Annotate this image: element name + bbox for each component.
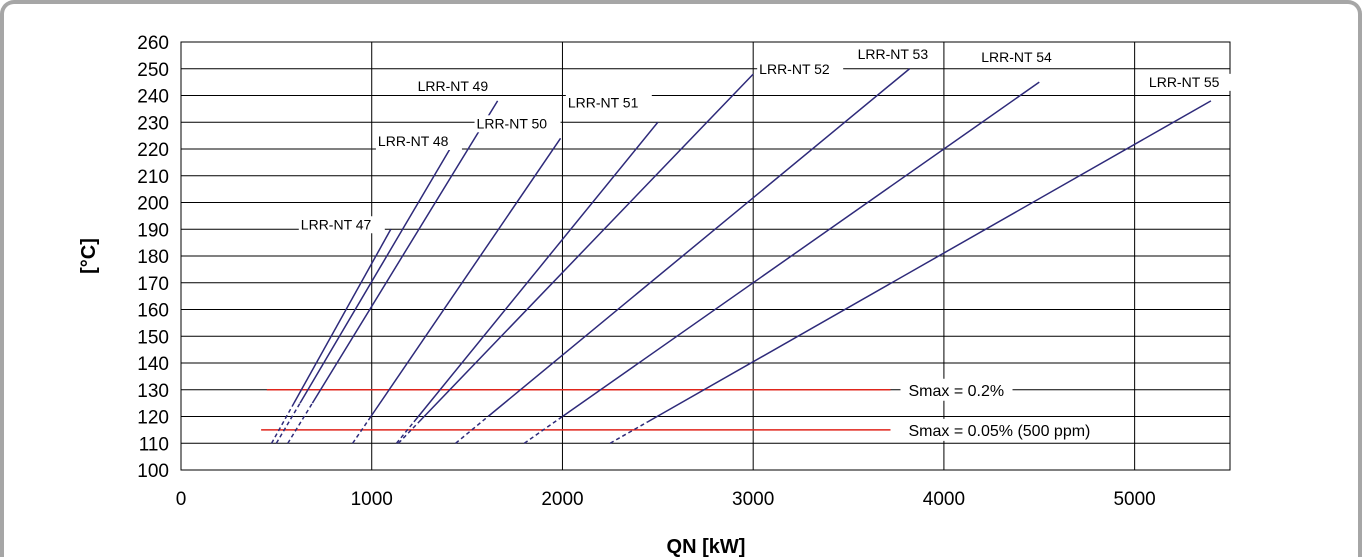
series-lines <box>270 68 1212 444</box>
y-tick-260: 260 <box>137 33 169 54</box>
series-label-1: LRR-NT 48 <box>378 133 449 149</box>
series-line-3 <box>370 137 562 417</box>
y-tick-110: 110 <box>139 434 169 455</box>
y-tick-labels: 100 110 120 130 140 150 160 170 180 190 200 210 220 2… <box>137 33 169 482</box>
series-label-8: LRR-NT 55 <box>1149 74 1220 90</box>
series-label-bg-3 <box>474 115 561 133</box>
series-label-4: LRR-NT 51 <box>568 94 639 110</box>
series-dashed-3 <box>352 416 372 444</box>
limit-label-0: Smax = 0.2% <box>909 383 1005 400</box>
x-tick-0: 0 <box>176 489 187 510</box>
series-dashed-5 <box>397 421 420 444</box>
series-label-6: LRR-NT 53 <box>858 46 929 62</box>
series-dashed-0 <box>270 402 295 444</box>
series-label-3: LRR-NT 50 <box>477 115 548 131</box>
series-label-2: LRR-NT 49 <box>418 78 489 94</box>
y-tick-160: 160 <box>137 301 169 322</box>
series-label-7: LRR-NT 54 <box>981 49 1052 65</box>
y-tick-130: 130 <box>137 381 169 402</box>
series-label-bg-1 <box>375 133 462 150</box>
y-tick-190: 190 <box>137 220 169 241</box>
y-tick-250: 250 <box>137 60 169 81</box>
x-axis-title: QN [kW] <box>667 536 746 557</box>
series-label-bg-2 <box>415 77 502 95</box>
y-tick-210: 210 <box>137 167 169 188</box>
x-tick-4000: 4000 <box>923 489 965 510</box>
limit-label-bg-1 <box>900 418 1106 441</box>
y-tick-220: 220 <box>137 140 169 161</box>
x-tick-labels: 0 1000 2000 3000 4000 5000 <box>176 489 1156 510</box>
limit-label-bg-0 <box>900 378 1013 401</box>
series-label-bg-4 <box>565 94 652 112</box>
x-tick-1000: 1000 <box>351 489 393 510</box>
limit-lines <box>261 389 891 431</box>
series-label-bg-6 <box>855 45 942 63</box>
series-line-0 <box>293 228 392 404</box>
series-line-5 <box>418 73 754 423</box>
series-dashed-8 <box>609 421 649 444</box>
y-tick-240: 240 <box>137 87 169 108</box>
series-line-4 <box>413 121 659 423</box>
y-tick-140: 140 <box>137 354 169 375</box>
plot-border <box>180 41 1231 471</box>
series-dashed-4 <box>395 421 415 444</box>
x-tick-2000: 2000 <box>541 489 583 510</box>
series-line-2 <box>311 100 499 404</box>
y-tick-150: 150 <box>137 327 169 348</box>
series-label-0: LRR-NT 47 <box>301 216 372 232</box>
series-label-bg-5 <box>757 61 844 79</box>
series-line-1 <box>299 148 451 404</box>
y-axis-title: [°C] <box>78 238 100 274</box>
series-dashed-6 <box>455 415 489 444</box>
x-tick-3000: 3000 <box>732 489 774 510</box>
series-line-7 <box>562 81 1040 418</box>
series-dashed-2 <box>287 402 314 444</box>
y-tick-180: 180 <box>137 247 169 268</box>
series-label-bg-0 <box>298 216 385 234</box>
y-tick-170: 170 <box>137 274 169 295</box>
series-line-8 <box>647 100 1212 423</box>
limit-label-1: Smax = 0.05% (500 ppm) <box>909 423 1091 440</box>
series-label-bg-7 <box>979 49 1066 67</box>
y-tick-200: 200 <box>137 194 169 215</box>
y-tick-230: 230 <box>137 113 169 134</box>
y-tick-120: 120 <box>137 408 169 429</box>
series-labels: Smax = 0.2% Smax = 0.05% (500 ppm) LRR-NT … <box>298 45 1233 441</box>
series-line-6 <box>487 68 911 418</box>
series-label-5: LRR-NT 52 <box>759 61 830 77</box>
series-dashed-7 <box>523 415 563 444</box>
x-tick-5000: 5000 <box>1113 489 1155 510</box>
series-label-bg-8 <box>1146 73 1233 91</box>
y-tick-100: 100 <box>137 461 169 482</box>
series-dashed-1 <box>275 402 301 444</box>
